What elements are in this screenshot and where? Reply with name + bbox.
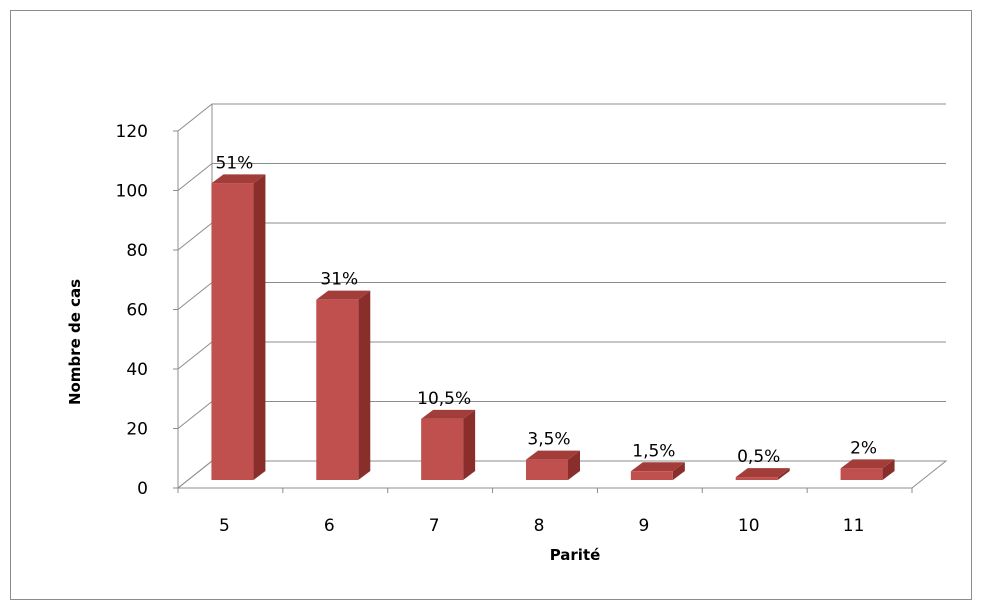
bar <box>630 462 685 480</box>
bar-side <box>253 174 266 480</box>
bar-front <box>421 418 464 480</box>
bar-top <box>421 409 476 419</box>
bar-front <box>316 299 359 480</box>
y-axis-title: Nombre de cas <box>66 279 84 405</box>
x-tick-labels: 5 6 7 8 9 10 11 <box>219 516 864 536</box>
gridline <box>177 222 946 251</box>
gridline <box>177 401 946 429</box>
axes <box>173 130 913 493</box>
bar-side <box>358 290 371 480</box>
gridline <box>177 103 946 132</box>
bar-top <box>211 174 266 184</box>
bar <box>421 409 476 480</box>
bar-front <box>735 477 778 480</box>
y-tick-label: 100 <box>116 182 148 202</box>
data-label: 10,5% <box>417 389 471 409</box>
gridline <box>177 282 946 310</box>
bar <box>840 459 895 480</box>
bar-side <box>882 459 895 480</box>
chart-frame <box>10 10 972 600</box>
bar-front <box>526 459 568 480</box>
bar-top <box>630 462 685 472</box>
bar-top <box>840 459 895 469</box>
x-tick-label: 7 <box>429 516 440 536</box>
y-tick-label: 20 <box>126 420 148 440</box>
bar-top <box>316 290 371 300</box>
y-tick-label: 60 <box>126 301 148 321</box>
bar <box>316 290 371 480</box>
x-tick-label: 5 <box>219 516 230 536</box>
x-tick-label: 6 <box>324 516 335 536</box>
x-tick-label: 10 <box>738 516 760 536</box>
y-tick-labels: 0 20 40 60 80 100 120 <box>116 122 148 499</box>
gridline <box>177 341 946 370</box>
y-tick-label: 120 <box>116 122 148 142</box>
bar <box>735 468 790 480</box>
bar-top <box>526 450 580 460</box>
bar <box>211 174 266 480</box>
data-label: 2% <box>850 438 877 458</box>
bar-side <box>568 450 580 480</box>
y-tick-label: 0 <box>137 479 148 499</box>
x-tick-label: 11 <box>843 516 865 536</box>
data-label: 3,5% <box>527 430 570 450</box>
bar-side <box>463 409 476 480</box>
data-labels: 51% 31% 10,5% 3,5% 1,5% 0,5% 2% <box>216 153 878 467</box>
x-tick-label: 8 <box>534 516 545 536</box>
bar-top <box>735 468 790 478</box>
data-label: 31% <box>320 270 358 290</box>
bars <box>211 174 895 480</box>
x-axis-title: Parité <box>550 546 601 564</box>
bar <box>526 450 580 480</box>
bar-front <box>211 183 254 480</box>
gridline <box>177 163 946 191</box>
data-label: 1,5% <box>632 441 675 461</box>
bar-side <box>777 468 790 480</box>
bar-front <box>630 471 673 480</box>
y-tick-label: 80 <box>126 241 148 261</box>
y-tick-label: 40 <box>126 360 148 380</box>
data-label: 0,5% <box>737 447 780 467</box>
data-label: 51% <box>216 153 254 173</box>
bar-front <box>840 468 883 480</box>
x-tick-label: 9 <box>638 516 649 536</box>
bar-side <box>672 462 685 480</box>
